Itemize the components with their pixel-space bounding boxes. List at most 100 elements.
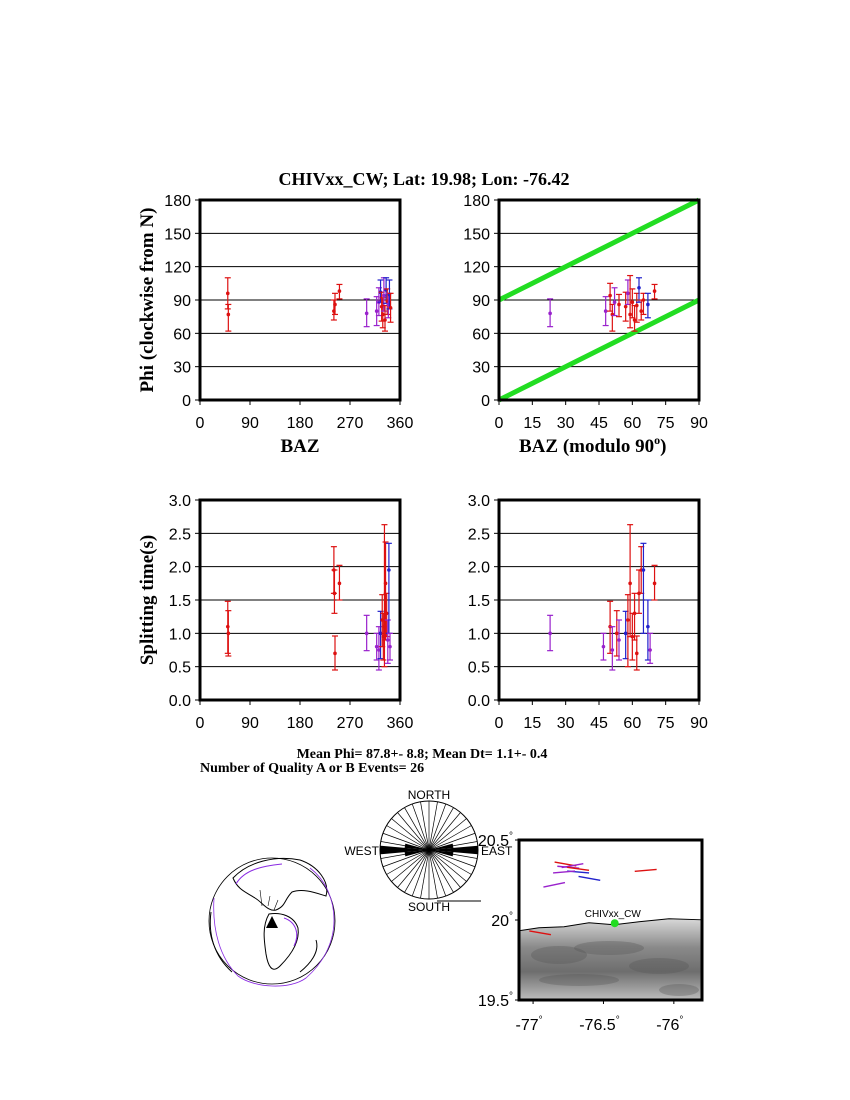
rose-petal	[429, 843, 454, 850]
point-marker	[628, 581, 632, 586]
point-marker	[226, 312, 231, 317]
point-marker	[652, 581, 657, 586]
point-marker	[632, 318, 637, 322]
ytick-label: 150	[164, 226, 191, 243]
data-point	[611, 287, 618, 317]
data-point	[336, 564, 343, 601]
point-marker	[332, 591, 337, 596]
ytick-label: 30	[472, 360, 490, 377]
ytick-label: 60	[173, 326, 191, 343]
terrain-shade	[659, 984, 699, 996]
xtick-label: 60	[623, 415, 641, 432]
xtick-label: 60	[623, 715, 641, 732]
phi-vs-baz-mod90-panel: 0 30 60 90 120 150 180 0 15 30 45 60 75 90	[463, 193, 708, 432]
ytick-label: 1.0	[169, 626, 191, 643]
point-marker	[630, 634, 635, 639]
ytick-label: 2.0	[169, 560, 191, 577]
data-point	[616, 619, 622, 661]
rose-label-north: NORTH	[408, 788, 450, 802]
point-marker	[623, 304, 628, 309]
point-marker	[226, 631, 231, 636]
data-point	[384, 619, 391, 664]
point-marker	[610, 648, 615, 652]
local-map: CHIVxx_CW 19.5° 20° 20.5° -77° -76.5° -76°	[478, 831, 704, 1034]
ytick-label: 180	[164, 193, 191, 210]
data-point	[609, 626, 616, 671]
rose-petal	[429, 850, 454, 857]
ytick-label: 180	[463, 193, 490, 210]
point-marker	[648, 648, 652, 652]
map-ytick-label: 20.5°	[478, 831, 513, 850]
data-point	[363, 298, 370, 328]
data-point	[640, 292, 647, 316]
event-count: Number of Quality A or B Events= 26	[200, 761, 424, 776]
data-point	[336, 283, 343, 300]
point-marker	[364, 631, 369, 636]
data-point	[644, 599, 651, 661]
splitting-bar	[634, 868, 657, 873]
data-point	[640, 542, 647, 634]
reference-line	[497, 297, 701, 403]
xtick-label: 0	[495, 715, 504, 732]
xtick-label: 180	[287, 715, 314, 732]
data-point	[602, 296, 609, 327]
point-marker	[387, 568, 391, 572]
ytick-label: 0	[182, 393, 191, 410]
ytick-label: 1.5	[169, 593, 191, 610]
point-marker	[383, 581, 388, 586]
point-marker	[614, 631, 619, 636]
rose-label-east: EAST	[481, 844, 513, 858]
xtick-label: 360	[387, 415, 414, 432]
data-point	[616, 293, 622, 318]
xtick-label: 90	[241, 415, 259, 432]
point-marker	[626, 291, 630, 296]
plot-frame	[198, 198, 402, 402]
ytick-label: 3.0	[468, 493, 490, 510]
xlabel-baz-mod90: BAZ (modulo 90o)	[519, 433, 666, 457]
xtick-label: 180	[287, 415, 314, 432]
xlabel-baz: BAZ	[280, 436, 319, 457]
point-marker	[612, 300, 617, 305]
dt-vs-baz-panel: 0.0 0.5 1.0 1.5 2.0 2.5 3.0 0 90 180 270 360	[169, 493, 414, 732]
terrain-shade	[531, 946, 587, 964]
point-marker	[601, 644, 606, 649]
ytick-label: 1.5	[468, 593, 490, 610]
rose-petal	[380, 845, 429, 855]
point-marker	[628, 312, 632, 317]
data-point	[332, 292, 338, 316]
rose-petal	[404, 850, 429, 857]
rose-label-west: WEST	[344, 844, 379, 858]
data-point	[633, 635, 640, 671]
ytick-label: 90	[472, 293, 490, 310]
data-point	[377, 610, 384, 660]
point-marker	[380, 312, 385, 317]
terrain-shade	[629, 958, 689, 974]
rose-label-south: SOUTH	[408, 900, 450, 914]
point-marker	[630, 300, 635, 305]
data-point	[387, 292, 394, 323]
globe-map	[208, 857, 336, 987]
data-point	[627, 274, 634, 329]
splitting-bar	[553, 870, 576, 874]
ytick-label: 0.0	[169, 693, 191, 710]
point-marker	[337, 289, 342, 293]
xtick-label: 90	[690, 715, 708, 732]
splitting-bar	[578, 875, 601, 881]
point-marker	[634, 303, 639, 308]
xtick-label: 90	[690, 415, 708, 432]
xtick-label: 360	[387, 715, 414, 732]
point-marker	[652, 289, 657, 293]
ytick-label: 60	[472, 326, 490, 343]
xtick-label: 30	[557, 415, 575, 432]
point-marker	[374, 644, 379, 649]
point-marker	[626, 618, 630, 622]
ylabel-phi: Phi (clockwise from N)	[137, 208, 158, 393]
data-point	[224, 277, 231, 310]
reference-line	[497, 197, 701, 303]
point-marker	[548, 311, 552, 316]
data-point	[332, 635, 338, 671]
point-marker	[639, 309, 644, 313]
data-point	[225, 303, 232, 332]
point-marker	[617, 302, 621, 307]
ylabel-splitting-time: Splitting time(s)	[137, 535, 158, 665]
